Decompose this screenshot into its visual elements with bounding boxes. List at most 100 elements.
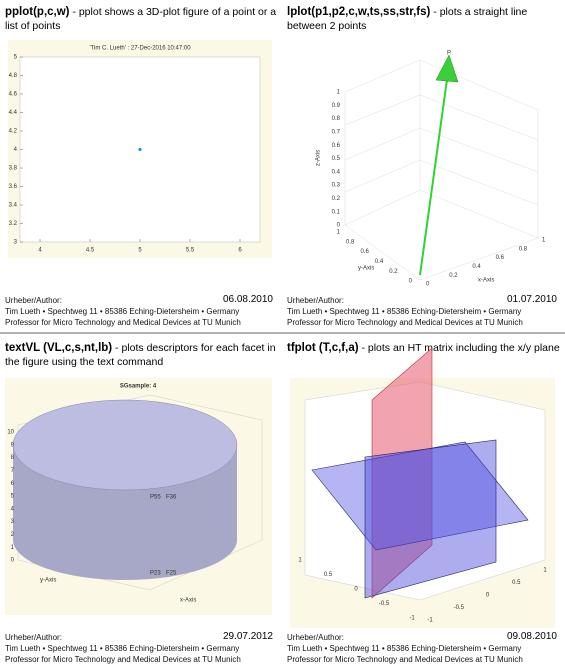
- tick-label: 0.2: [449, 273, 458, 279]
- affiliation: Professor for Micro Technology and Medic…: [287, 318, 523, 327]
- point-label: P: [447, 51, 451, 57]
- y-tick-label: 3: [14, 240, 18, 246]
- description: - plots a straight line between 2 points: [287, 6, 528, 32]
- x-tick-label: 4: [38, 248, 42, 254]
- description: - pplot shows a 3D-plot figure of a poin…: [5, 6, 277, 32]
- tick-label: 1: [11, 545, 15, 551]
- arrow-cone: [435, 54, 459, 83]
- address: Tim Lueth • Spechtweg 11 • 85386 Eching-…: [287, 644, 522, 653]
- author-block: Urheber/Author: Tim Lueth • Spechtweg 11 …: [287, 295, 559, 328]
- facet-label: F25: [166, 571, 177, 577]
- y-tick-label: 5: [14, 55, 18, 61]
- tick-label: 0.6: [332, 143, 341, 149]
- tick-label: 0.7: [332, 129, 341, 135]
- plane-xy: [311, 441, 529, 551]
- tick-label: 0.5: [512, 580, 521, 586]
- tick-label: -1: [427, 618, 433, 624]
- tick-label: 0.8: [519, 246, 528, 252]
- tick-label: 0.6: [360, 249, 369, 255]
- tick-label: 0.4: [472, 264, 481, 270]
- line: [419, 64, 450, 276]
- tick-label: 9: [11, 442, 15, 448]
- figure-title: 'Tim C. Lueth' : 27-Dec-2016 10:47:00: [89, 46, 191, 52]
- tick-label: -0.5: [454, 605, 465, 611]
- function-name: tfplot (T,c,f,a): [287, 342, 359, 354]
- tick-label: 0: [354, 587, 358, 593]
- tick-label: 7: [11, 468, 15, 474]
- tick-label: 0: [426, 282, 430, 288]
- figure-background: [290, 40, 555, 283]
- panel-title: pplot(p,c,w) - pplot shows a 3D-plot fig…: [5, 5, 280, 33]
- facet-label: P55: [150, 495, 161, 501]
- function-name: pplot(p,c,w): [5, 6, 70, 18]
- address: Tim Lueth • Spechtweg 11 • 85386 Eching-…: [287, 307, 522, 316]
- tick-label: 0.4: [375, 259, 384, 265]
- cylinder-bottom: [13, 500, 237, 580]
- author-block: Urheber/Author: Tim Lueth • Spechtweg 11 …: [5, 632, 277, 665]
- tick-label: 1: [337, 230, 341, 236]
- tick-label: 0: [486, 593, 490, 599]
- axis-label: y-Axis: [358, 266, 374, 272]
- tick-label: 0.8: [332, 116, 341, 122]
- tick-label: 6: [11, 481, 15, 487]
- tick-label: -0.5: [379, 601, 390, 607]
- y-tick-label: 4: [14, 147, 18, 153]
- date: 06.08.2010: [222, 294, 273, 305]
- tick-label: 4: [11, 506, 15, 512]
- author-label: Urheber/Author:: [287, 633, 344, 642]
- axis-label: x-Axis: [478, 278, 494, 284]
- tick-label: 0.5: [324, 572, 333, 578]
- address: Tim Lueth • Spechtweg 11 • 85386 Eching-…: [5, 644, 240, 653]
- cylinder-top: [12, 399, 238, 491]
- y-tick-label: 3.2: [9, 221, 18, 227]
- y-tick-label: 4.2: [9, 129, 18, 135]
- plane-yz: [371, 347, 433, 599]
- axis-label: y-Axis: [40, 578, 56, 584]
- point: [138, 147, 142, 152]
- tick-label: 0.6: [496, 255, 505, 261]
- panel-title: textVL (VL,c,s,nt,lb) - plots descriptor…: [5, 341, 280, 369]
- axis-label: z-Axis: [316, 150, 322, 166]
- affiliation: Professor for Micro Technology and Medic…: [287, 655, 523, 664]
- tick-label: 0.4: [332, 169, 341, 175]
- figure-title: SGsample: 4: [120, 384, 157, 390]
- date: 09.08.2010: [506, 631, 557, 642]
- tick-label: 1: [542, 238, 546, 244]
- tick-label: -1: [409, 616, 415, 622]
- y-tick-label: 4.8: [9, 73, 18, 79]
- tick-label: 1: [337, 90, 341, 96]
- function-name: lplot(p1,p2,c,w,ts,ss,str,fs): [287, 6, 431, 18]
- 3d-box: [17, 394, 263, 591]
- tick-label: 0: [409, 279, 413, 285]
- plane-xz: [364, 439, 497, 599]
- tick-label: 2: [11, 532, 15, 538]
- tick-label: 1: [543, 568, 547, 574]
- y-tick-label: 4.4: [9, 110, 18, 116]
- description: - plots an HT matrix including the x/y p…: [358, 342, 560, 354]
- tick-label: 0.2: [389, 269, 398, 275]
- panel-title: lplot(p1,p2,c,w,ts,ss,str,fs) - plots a …: [287, 5, 562, 33]
- tick-label: 0.2: [332, 196, 341, 202]
- affiliation: Professor for Micro Technology and Medic…: [5, 655, 241, 664]
- y-tick-label: 3.4: [9, 203, 18, 209]
- x-tick-label: 5: [138, 248, 142, 254]
- author-block: Urheber/Author: Tim Lueth • Spechtweg 11 …: [5, 295, 277, 328]
- address: Tim Lueth • Spechtweg 11 • 85386 Eching-…: [5, 307, 240, 316]
- author-label: Urheber/Author:: [5, 296, 62, 305]
- tick-label: 10: [7, 430, 14, 436]
- x-tick-label: 4.5: [86, 248, 95, 254]
- x-tick-label: 5.5: [186, 248, 195, 254]
- y-tick-label: 3.8: [9, 166, 18, 172]
- tick-label: 0.1: [332, 209, 341, 215]
- affiliation: Professor for Micro Technology and Medic…: [5, 318, 241, 327]
- panel-title: tfplot (T,c,f,a) - plots an HT matrix in…: [287, 341, 562, 355]
- date: 29.07.2012: [222, 631, 273, 642]
- tick-label: 1: [298, 558, 302, 564]
- author-label: Urheber/Author:: [5, 633, 62, 642]
- axis-label: x-Axis: [180, 598, 196, 604]
- tick-label: 0.9: [332, 103, 341, 109]
- facet-label: F36: [166, 495, 177, 501]
- tick-label: 0.5: [332, 156, 341, 162]
- function-name: textVL (VL,c,s,nt,lb): [5, 342, 113, 354]
